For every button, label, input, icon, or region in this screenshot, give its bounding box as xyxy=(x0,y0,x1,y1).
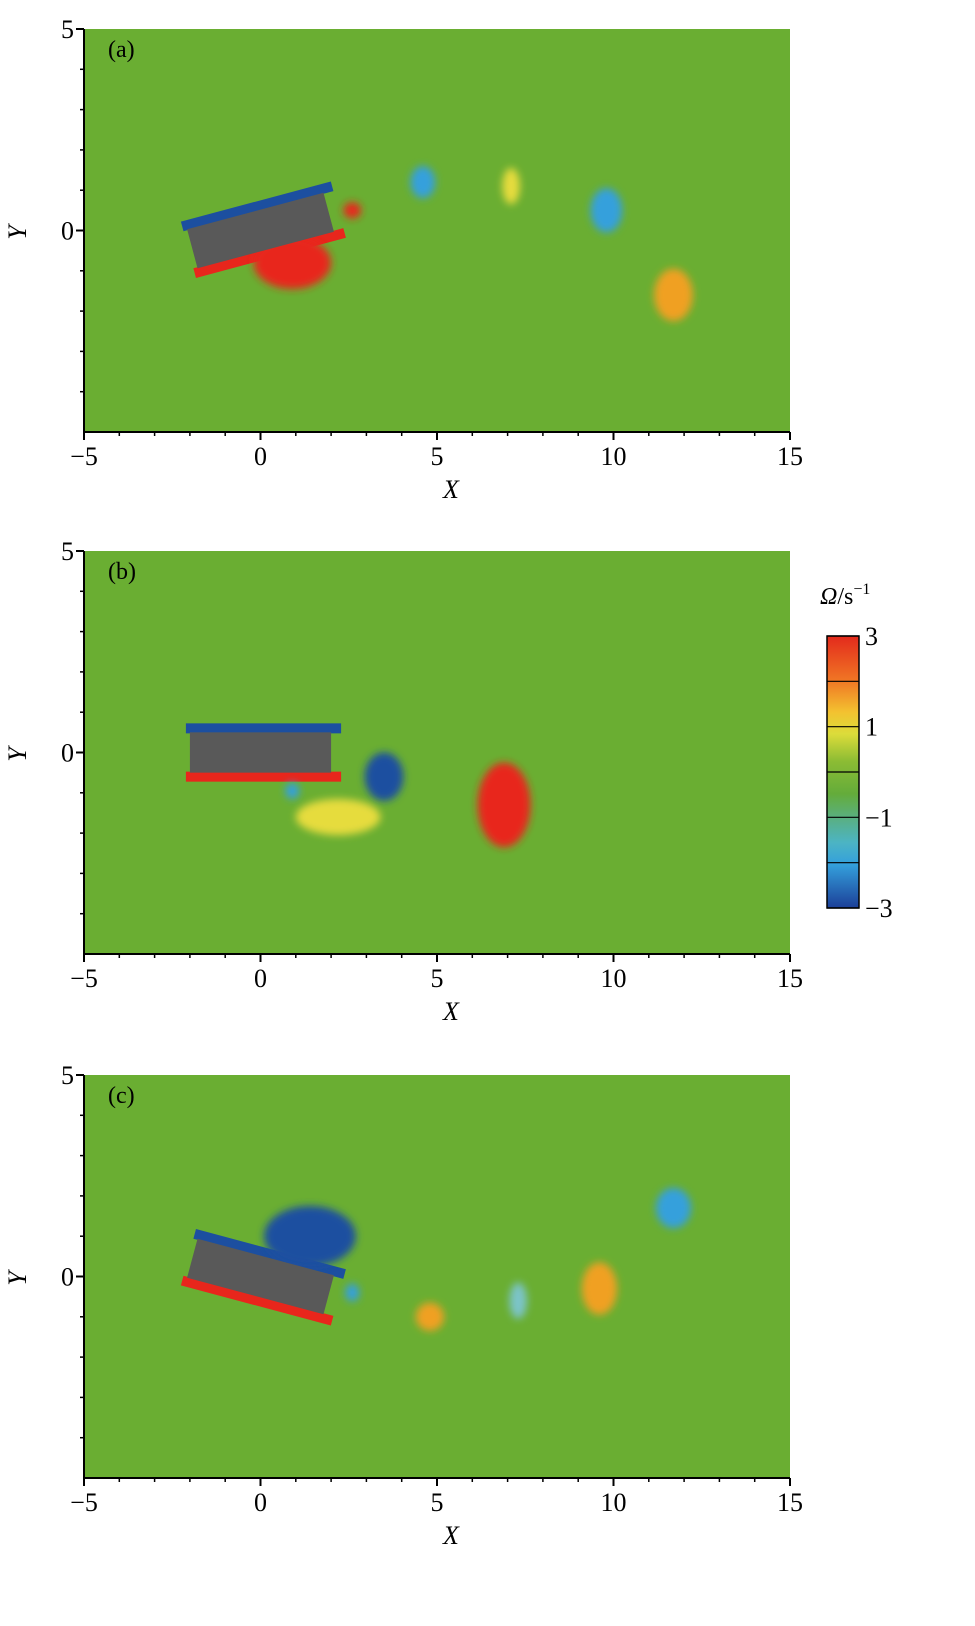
x-tick-label: 15 xyxy=(777,964,803,993)
x-tick-label: 5 xyxy=(431,442,444,471)
upper-shear-layer xyxy=(180,181,334,232)
panel-label: (c) xyxy=(108,1083,135,1109)
lower-shear-layer xyxy=(185,771,342,782)
x-tick-label: 15 xyxy=(777,1488,803,1517)
colorbar-tick-label: 3 xyxy=(865,622,878,651)
x-tick-label: 0 xyxy=(254,1488,267,1517)
lower-shear-layer xyxy=(180,1275,334,1326)
colorbar-title: Ω/s−1 xyxy=(820,581,870,610)
x-tick-label: 10 xyxy=(601,1488,627,1517)
x-axis-title: X xyxy=(442,475,460,504)
bluff-body xyxy=(187,192,334,269)
vorticity-field xyxy=(180,1187,692,1331)
x-axis-title: X xyxy=(442,997,460,1026)
vortex-2 xyxy=(343,202,362,219)
x-tick-label: −5 xyxy=(70,1488,98,1517)
vortex-3 xyxy=(415,1302,445,1331)
vortex-1 xyxy=(264,1205,356,1267)
vortex-4 xyxy=(502,168,520,205)
colorbar: Ω/s−1 31−1−3 xyxy=(820,581,893,923)
y-tick-label: 5 xyxy=(61,537,74,566)
y-axis-title: Y xyxy=(3,223,32,240)
panel-3: −5 0 5 10 15 5 0 X Y (c) xyxy=(3,1061,803,1550)
bluff-body xyxy=(189,732,332,773)
vortex-2 xyxy=(295,798,381,836)
x-tick-label: 15 xyxy=(777,442,803,471)
vortex-1 xyxy=(364,752,404,801)
y-tick-label: 5 xyxy=(61,15,74,44)
colorbar-tick-label: −1 xyxy=(865,803,893,832)
vortex-6 xyxy=(654,268,693,322)
colorbar-title-exponent: −1 xyxy=(853,581,870,598)
x-tick-label: 0 xyxy=(254,964,267,993)
y-tick-label: 0 xyxy=(61,217,74,246)
vortex-1 xyxy=(253,236,332,289)
x-tick-label: −5 xyxy=(70,964,98,993)
x-tick-label: 10 xyxy=(601,964,627,993)
upper-shear-layer xyxy=(185,723,342,734)
x-tick-label: −5 xyxy=(70,442,98,471)
x-tick-label: 5 xyxy=(431,964,444,993)
vortex-6 xyxy=(655,1187,692,1229)
panel-label: (b) xyxy=(108,559,136,585)
vortex-4 xyxy=(509,1282,528,1319)
colorbar-tick-label: −3 xyxy=(865,894,893,923)
vortex-5 xyxy=(590,188,623,233)
y-tick-label: 0 xyxy=(61,739,74,768)
colorbar-tick-label: 1 xyxy=(865,713,878,742)
x-axis-title: X xyxy=(442,1521,460,1550)
x-tick-label: 10 xyxy=(601,442,627,471)
vortex-3 xyxy=(477,762,531,848)
y-axis-title: Y xyxy=(3,1269,32,1286)
panel-1: −5 0 5 10 15 5 0 X Y (a) xyxy=(3,15,803,504)
y-tick-label: 0 xyxy=(61,1263,74,1292)
colorbar-title-symbol: Ω xyxy=(820,584,837,610)
upper-shear-layer xyxy=(193,1229,346,1279)
vortex-5 xyxy=(581,1262,618,1315)
bluff-body xyxy=(187,1238,334,1315)
x-tick-label: 5 xyxy=(431,1488,444,1517)
vorticity-field xyxy=(185,723,531,848)
colorbar-title-unit: /s xyxy=(837,584,853,610)
panel-label: (a) xyxy=(108,37,135,63)
panel-2: −5 0 5 10 15 5 0 X Y (b) xyxy=(3,537,803,1026)
vorticity-field xyxy=(180,166,693,322)
x-tick-label: 0 xyxy=(254,442,267,471)
vortex-4 xyxy=(285,782,300,799)
y-tick-label: 5 xyxy=(61,1061,74,1090)
vortex-2 xyxy=(345,1283,360,1302)
y-axis-title: Y xyxy=(3,745,32,762)
vortex-3 xyxy=(410,166,436,199)
